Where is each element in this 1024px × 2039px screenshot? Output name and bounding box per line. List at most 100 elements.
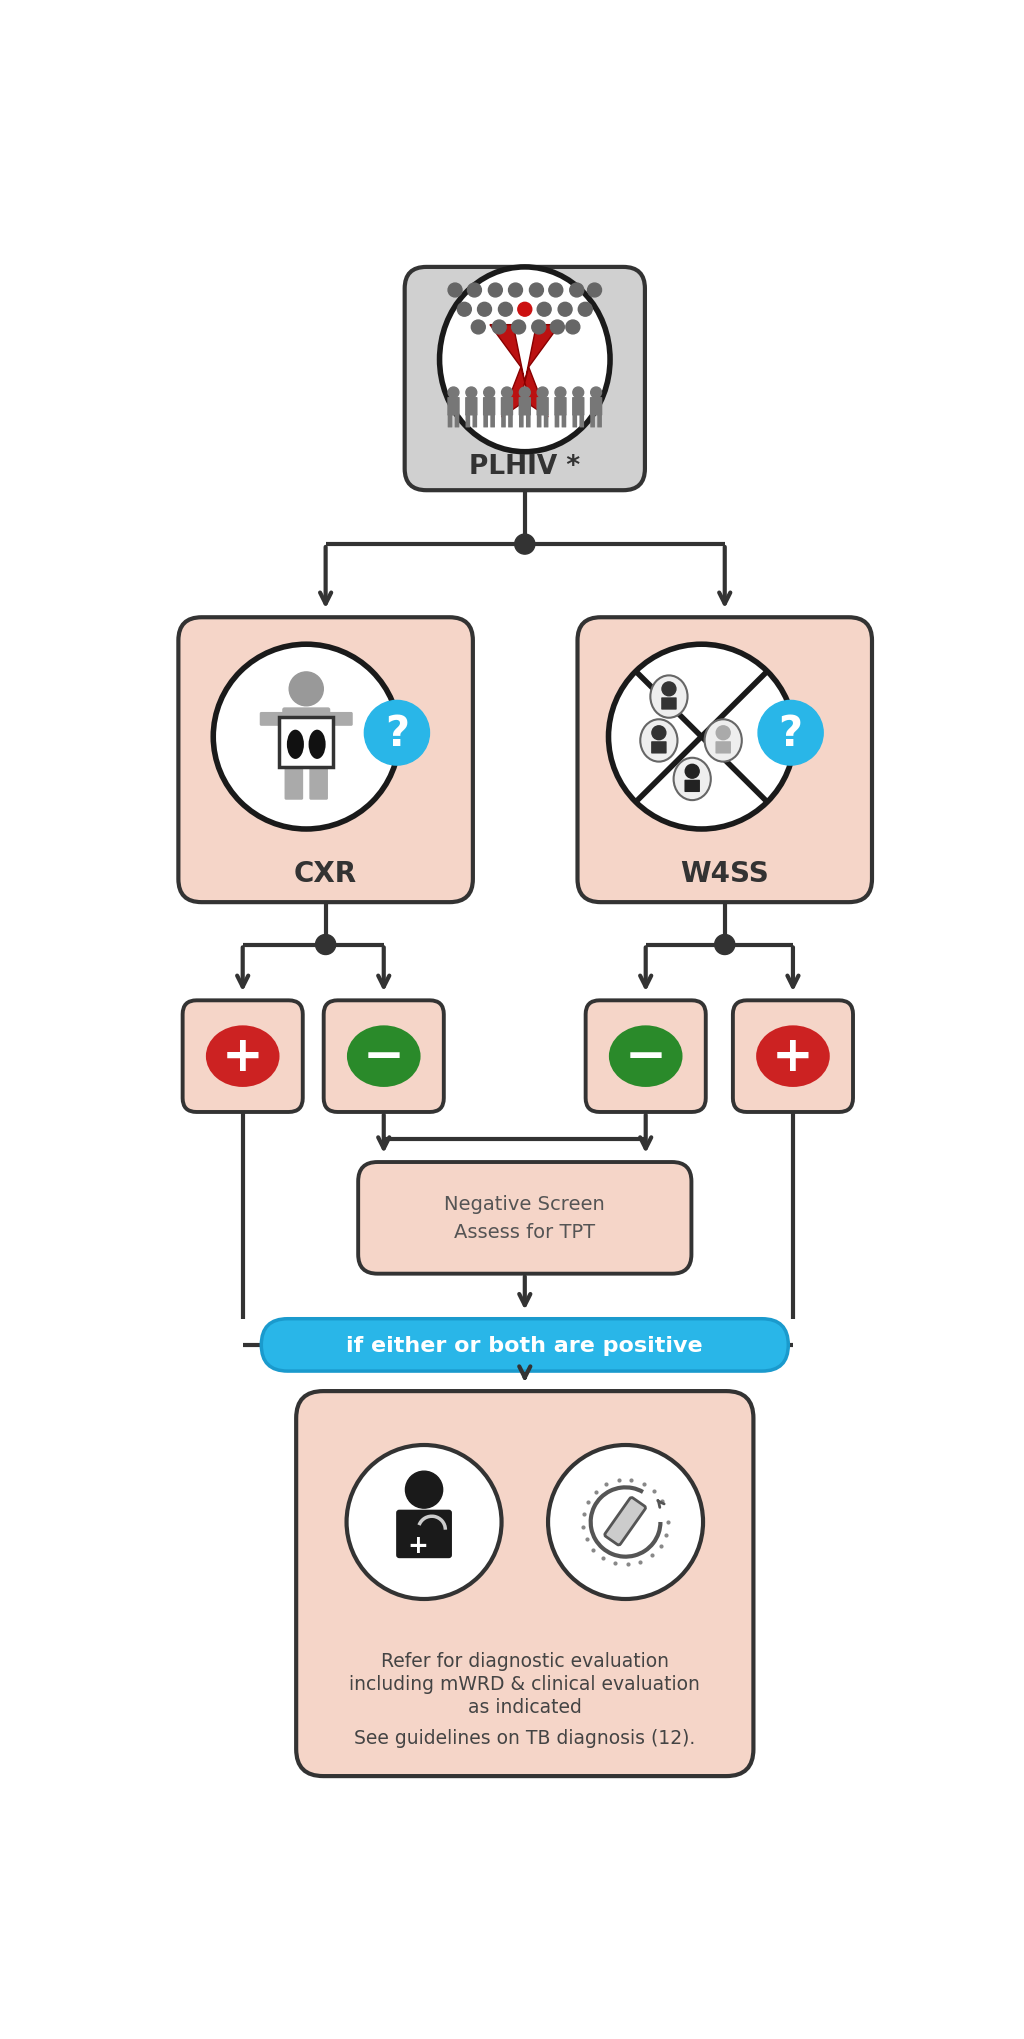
Circle shape xyxy=(550,320,564,334)
FancyBboxPatch shape xyxy=(178,618,473,903)
FancyBboxPatch shape xyxy=(526,416,530,428)
Circle shape xyxy=(538,304,551,316)
Circle shape xyxy=(558,304,572,316)
Text: Refer for diagnostic evaluation: Refer for diagnostic evaluation xyxy=(381,1652,669,1670)
Ellipse shape xyxy=(756,1026,829,1087)
Circle shape xyxy=(531,320,546,334)
Circle shape xyxy=(509,283,522,298)
Circle shape xyxy=(406,1472,442,1509)
FancyBboxPatch shape xyxy=(537,398,549,416)
Circle shape xyxy=(213,644,399,830)
Circle shape xyxy=(548,1446,703,1599)
FancyBboxPatch shape xyxy=(501,416,506,428)
FancyBboxPatch shape xyxy=(597,416,602,428)
Text: ?: ? xyxy=(385,712,409,754)
Ellipse shape xyxy=(287,730,304,761)
Text: if either or both are positive: if either or both are positive xyxy=(346,1336,703,1356)
Circle shape xyxy=(315,936,336,954)
FancyBboxPatch shape xyxy=(483,398,496,416)
FancyBboxPatch shape xyxy=(544,416,549,428)
Ellipse shape xyxy=(308,730,326,761)
FancyBboxPatch shape xyxy=(518,398,531,416)
Circle shape xyxy=(449,283,462,298)
Circle shape xyxy=(716,726,730,740)
FancyBboxPatch shape xyxy=(309,759,328,801)
FancyBboxPatch shape xyxy=(327,712,352,726)
FancyBboxPatch shape xyxy=(501,398,513,416)
FancyBboxPatch shape xyxy=(280,718,334,769)
FancyBboxPatch shape xyxy=(283,708,331,763)
Circle shape xyxy=(518,304,531,316)
Circle shape xyxy=(569,283,584,298)
Ellipse shape xyxy=(609,1026,683,1087)
FancyBboxPatch shape xyxy=(296,1391,754,1776)
Ellipse shape xyxy=(439,267,610,453)
FancyBboxPatch shape xyxy=(358,1162,691,1274)
Ellipse shape xyxy=(650,677,687,718)
FancyBboxPatch shape xyxy=(324,1001,443,1113)
Circle shape xyxy=(652,726,666,740)
Circle shape xyxy=(493,320,506,334)
Text: Assess for TPT: Assess for TPT xyxy=(455,1223,595,1242)
FancyBboxPatch shape xyxy=(447,416,453,428)
Circle shape xyxy=(572,387,584,398)
FancyBboxPatch shape xyxy=(465,398,477,416)
FancyBboxPatch shape xyxy=(561,416,566,428)
FancyBboxPatch shape xyxy=(261,1319,788,1372)
FancyBboxPatch shape xyxy=(572,416,578,428)
Circle shape xyxy=(512,320,525,334)
FancyBboxPatch shape xyxy=(447,398,460,416)
Ellipse shape xyxy=(206,1026,280,1087)
Circle shape xyxy=(502,387,512,398)
FancyBboxPatch shape xyxy=(455,416,460,428)
Circle shape xyxy=(365,701,429,767)
Text: +: + xyxy=(222,1032,263,1081)
Circle shape xyxy=(608,644,795,830)
Text: −: − xyxy=(625,1032,667,1081)
FancyBboxPatch shape xyxy=(651,742,667,754)
FancyBboxPatch shape xyxy=(684,781,700,793)
FancyBboxPatch shape xyxy=(404,267,645,491)
Circle shape xyxy=(566,320,580,334)
FancyBboxPatch shape xyxy=(519,416,523,428)
Polygon shape xyxy=(524,326,560,383)
Text: W4SS: W4SS xyxy=(680,860,769,887)
Circle shape xyxy=(579,304,592,316)
FancyBboxPatch shape xyxy=(260,712,286,726)
FancyBboxPatch shape xyxy=(555,416,559,428)
Ellipse shape xyxy=(347,1026,421,1087)
Text: including mWRD & clinical evaluation: including mWRD & clinical evaluation xyxy=(349,1674,700,1692)
FancyBboxPatch shape xyxy=(466,416,470,428)
Circle shape xyxy=(715,936,735,954)
Circle shape xyxy=(529,283,544,298)
Circle shape xyxy=(289,673,324,705)
Circle shape xyxy=(588,283,601,298)
Circle shape xyxy=(488,283,503,298)
FancyBboxPatch shape xyxy=(662,697,677,710)
Text: −: − xyxy=(362,1032,404,1081)
Circle shape xyxy=(662,683,676,697)
FancyBboxPatch shape xyxy=(590,416,595,428)
Text: See guidelines on TB diagnosis (12).: See guidelines on TB diagnosis (12). xyxy=(354,1729,695,1747)
Circle shape xyxy=(758,701,823,767)
FancyBboxPatch shape xyxy=(605,1499,645,1546)
FancyBboxPatch shape xyxy=(285,759,303,801)
Circle shape xyxy=(549,283,563,298)
FancyBboxPatch shape xyxy=(472,416,477,428)
FancyBboxPatch shape xyxy=(716,742,731,754)
FancyBboxPatch shape xyxy=(490,416,495,428)
Polygon shape xyxy=(502,367,524,418)
Circle shape xyxy=(467,283,481,298)
Circle shape xyxy=(483,387,495,398)
Circle shape xyxy=(477,304,492,316)
Ellipse shape xyxy=(640,720,678,763)
FancyBboxPatch shape xyxy=(483,416,488,428)
FancyBboxPatch shape xyxy=(733,1001,853,1113)
Circle shape xyxy=(538,387,548,398)
FancyBboxPatch shape xyxy=(586,1001,706,1113)
Ellipse shape xyxy=(674,759,711,801)
Text: +: + xyxy=(772,1032,814,1081)
Text: +: + xyxy=(408,1533,428,1558)
FancyBboxPatch shape xyxy=(578,618,872,903)
Text: ?: ? xyxy=(778,712,803,754)
